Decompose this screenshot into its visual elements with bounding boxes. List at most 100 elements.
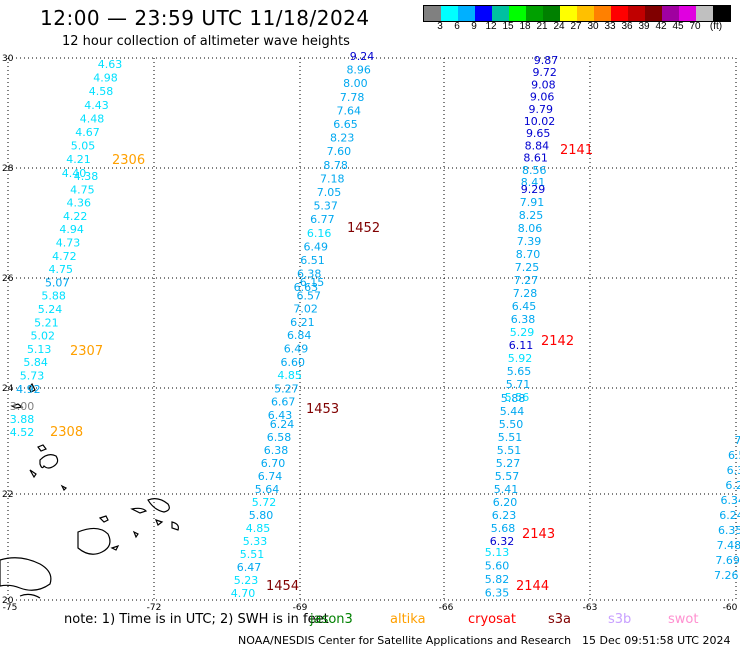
color-scale-legend: [423, 5, 731, 22]
legend-swatch: [458, 6, 475, 21]
wave-height-value: 5.88: [41, 290, 66, 303]
wave-height-value: 6.38: [264, 444, 289, 457]
wave-height-value: 4.48: [80, 112, 105, 125]
map-subtitle: 12 hour collection of altimeter wave hei…: [62, 34, 350, 49]
coastlines: [0, 382, 179, 599]
wave-height-value: 5.23: [234, 574, 259, 587]
wave-height-value: 6.38: [511, 313, 536, 326]
track-2142: 9.297.918.258.067.398.707.257.277.286.45…: [505, 183, 574, 404]
track-1454: 6.246.586.386.706.745.645.725.804.855.33…: [231, 418, 299, 600]
wave-height-value: 7.91: [520, 196, 545, 209]
wave-height-value: 6.15: [300, 276, 325, 289]
legend-label: 70: [689, 21, 701, 32]
pass-label: 1453: [306, 402, 339, 417]
wave-height-value: 7.69: [715, 554, 740, 567]
wave-height-value: 6.21: [290, 316, 315, 329]
legend-swatch: [645, 6, 662, 21]
legend-swatch: [696, 6, 713, 21]
legend-swatch: [628, 6, 645, 21]
wave-height-value: 5.68: [491, 522, 516, 535]
wave-height-value: 6.77: [310, 213, 335, 226]
wave-height-value: 9.29: [521, 183, 546, 196]
wave-height-value: 5.51: [497, 444, 522, 457]
wave-height-value: 5.82: [485, 573, 510, 586]
legend-swatch: [526, 6, 543, 21]
legend-label: 24: [553, 21, 565, 32]
wave-height-value: 6.63: [294, 281, 319, 294]
track-2143: 5.885.445.505.515.515.275.575.416.206.23…: [490, 392, 555, 548]
wave-height-value: 8.61: [523, 152, 548, 165]
legend-swatch: [509, 6, 526, 21]
lon-tick-label: -60: [723, 603, 738, 613]
wave-height-value: 4.67: [75, 126, 100, 139]
track-2308: 3.003.884.52 2308: [10, 400, 83, 440]
legend-swatch: [424, 6, 441, 21]
wave-height-value: 5.88: [501, 392, 526, 405]
track-2144: 5.135.605.826.35 2144: [485, 546, 549, 600]
legend-label: 18: [519, 21, 531, 32]
wave-height-value: 7.18: [320, 172, 345, 185]
pass-label: 2141: [560, 143, 593, 158]
wave-height-value: 8.23: [330, 132, 355, 145]
wave-height-value: 5.51: [498, 431, 523, 444]
wave-height-value: 4.70: [231, 587, 256, 600]
legend-swatch: [543, 6, 560, 21]
wave-height-value: 5.51: [240, 548, 265, 561]
wave-height-value: 4.36: [67, 197, 92, 210]
wave-height-value: 8.00: [343, 77, 368, 90]
wave-height-value: 6.24: [719, 509, 740, 522]
legend-swatch: [713, 6, 730, 21]
pass-label: 2306: [112, 153, 145, 168]
legend-label: 33: [604, 21, 616, 32]
wave-height-value: 4.72: [52, 250, 77, 263]
wave-height-value: 9.08: [531, 78, 556, 91]
wave-height-value: 5.44: [500, 405, 525, 418]
wave-height-value: 7.48: [717, 539, 740, 552]
wave-height-value: 6.84: [287, 329, 312, 342]
wave-height-value: 9.24: [350, 50, 375, 63]
legend-swatch: [577, 6, 594, 21]
wave-height-value: 5.57: [495, 470, 520, 483]
wave-height-value: 4.94: [59, 223, 84, 236]
wave-height-value: 5.29: [510, 326, 535, 339]
legend-swatch: [679, 6, 696, 21]
map-title: 12:00 — 23:59 UTC 11/18/2024: [40, 6, 370, 30]
wave-height-value: 8.96: [346, 64, 371, 77]
wave-height-value: 3.88: [10, 413, 35, 426]
legend-label: 12: [485, 21, 497, 32]
wave-height-value: 6.67: [271, 396, 296, 409]
legend-label: 27: [570, 21, 582, 32]
wave-height-value: 5.84: [23, 356, 48, 369]
legend-swatch: [662, 6, 679, 21]
wave-height-value: 5.02: [31, 330, 56, 343]
lat-tick-label: 28: [2, 164, 14, 174]
wave-height-value: 6.49: [284, 343, 309, 356]
legend-label: 36: [621, 21, 633, 32]
wave-height-value: 6.2: [725, 479, 740, 492]
lon-tick-label: -63: [583, 603, 598, 613]
wave-height-value: 8.41: [521, 176, 546, 189]
wave-height-value: 7.28: [513, 287, 538, 300]
wave-height-value: 5.21: [34, 316, 59, 329]
lon-tick-label: -75: [3, 603, 18, 613]
wave-height-value: 5.80: [249, 509, 274, 522]
wave-height-value: 6.47: [237, 561, 262, 574]
wave-height-value: 7: [735, 434, 740, 447]
satellite-cryosat: cryosat: [468, 612, 516, 627]
wave-height-value: 6.34: [721, 494, 740, 507]
wave-height-value: 9.72: [532, 66, 557, 79]
wave-height-value: 9.87: [534, 54, 559, 67]
legend-label: (ft): [709, 21, 723, 32]
wave-height-value: 10.02: [524, 115, 556, 128]
wave-height-value: 5.24: [38, 303, 63, 316]
wave-height-value: 6.24: [270, 418, 295, 431]
wave-height-value: 6.60: [281, 356, 306, 369]
lat-tick-label: 22: [2, 490, 13, 500]
wave-height-value: 6.43: [268, 409, 293, 422]
legend-swatch: [560, 6, 577, 21]
wave-height-value: 4.92: [16, 383, 41, 396]
legend-label: 42: [655, 21, 667, 32]
legend-swatch: [594, 6, 611, 21]
wave-height-value: 6.38: [297, 268, 322, 281]
lon-tick-label: -66: [439, 603, 454, 613]
